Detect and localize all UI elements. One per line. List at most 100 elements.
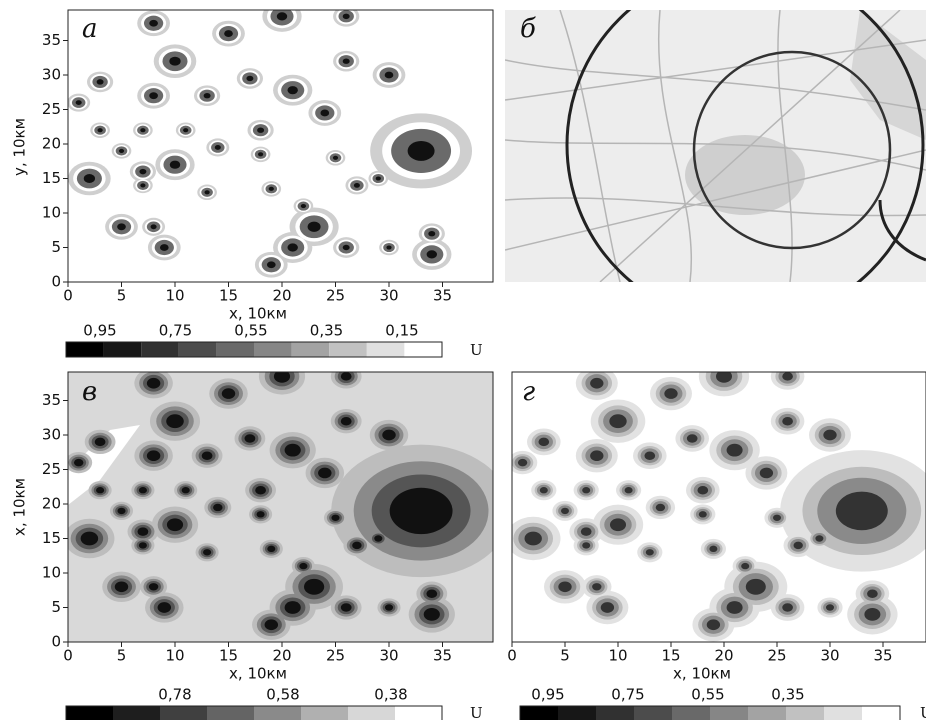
x-tick-label: 15 bbox=[661, 647, 680, 665]
x-tick-label: 15 bbox=[219, 647, 238, 665]
contour bbox=[139, 487, 147, 493]
contour bbox=[426, 589, 437, 598]
y-tick-label: 15 bbox=[42, 169, 61, 187]
x-tick-label: 20 bbox=[272, 647, 291, 665]
colorbar-cell bbox=[824, 706, 862, 720]
x-axis-label: x, 10км bbox=[229, 665, 287, 683]
contour bbox=[709, 546, 717, 552]
contour bbox=[138, 527, 149, 536]
x-axis-label: x, 10км bbox=[229, 305, 287, 323]
colorbar-label: 0,35 bbox=[771, 686, 804, 704]
contour bbox=[215, 145, 221, 150]
colorbar-cell bbox=[329, 342, 367, 357]
colorbar-cell bbox=[596, 706, 634, 720]
y-tick-label: 25 bbox=[42, 460, 61, 478]
x-tick-label: 0 bbox=[507, 647, 517, 665]
colorbar-cell bbox=[216, 342, 254, 357]
contour bbox=[794, 542, 803, 549]
contour bbox=[95, 438, 106, 447]
contour bbox=[427, 250, 437, 258]
contour bbox=[354, 183, 360, 188]
contour bbox=[582, 487, 590, 493]
contour bbox=[664, 388, 677, 399]
x-tick-label: 20 bbox=[272, 287, 291, 305]
contour bbox=[158, 602, 171, 613]
panel-label: б bbox=[520, 14, 536, 44]
colorbar-label: 0,78 bbox=[158, 686, 191, 704]
contour bbox=[581, 527, 592, 536]
y-tick-label: 0 bbox=[51, 273, 61, 291]
colorbar-label: 0,75 bbox=[159, 322, 192, 340]
contour bbox=[746, 579, 766, 595]
colorbar-cell bbox=[520, 706, 558, 720]
colorbar-cell bbox=[395, 706, 442, 720]
y-tick-label: 15 bbox=[42, 529, 61, 547]
contour bbox=[625, 487, 633, 493]
x-tick-label: 25 bbox=[326, 287, 345, 305]
contour bbox=[139, 542, 147, 548]
contour bbox=[782, 372, 793, 381]
x-tick-label: 30 bbox=[379, 647, 398, 665]
colorbar-cell bbox=[786, 706, 824, 720]
contour bbox=[815, 535, 823, 541]
contour bbox=[582, 542, 590, 548]
contour bbox=[646, 549, 654, 555]
colorbar-cell bbox=[104, 342, 142, 357]
contour bbox=[826, 604, 834, 610]
contour bbox=[823, 430, 836, 441]
contour bbox=[257, 511, 265, 517]
contour bbox=[385, 604, 393, 610]
contour bbox=[147, 450, 160, 461]
contour bbox=[864, 608, 880, 621]
x-tick-label: 5 bbox=[117, 647, 127, 665]
contour bbox=[140, 128, 145, 132]
contour bbox=[119, 149, 124, 153]
contour bbox=[246, 76, 253, 81]
contour bbox=[341, 417, 352, 426]
contour bbox=[308, 222, 321, 232]
colorbar-label: 0,95 bbox=[531, 686, 564, 704]
contour bbox=[782, 417, 793, 426]
y-tick-label: 10 bbox=[42, 204, 61, 222]
x-tick-label: 10 bbox=[608, 647, 627, 665]
contour bbox=[590, 450, 603, 461]
colorbar-unit: U bbox=[470, 704, 483, 720]
y-tick-label: 5 bbox=[51, 238, 61, 256]
x-tick-label: 30 bbox=[379, 287, 398, 305]
colorbar-cell bbox=[141, 342, 179, 357]
contour bbox=[318, 468, 331, 479]
contour bbox=[96, 487, 104, 493]
colorbar-cell bbox=[558, 706, 596, 720]
colorbar-cell bbox=[634, 706, 672, 720]
contour bbox=[320, 110, 329, 117]
contour bbox=[224, 30, 233, 37]
contour-plot bbox=[67, 1, 493, 282]
contour bbox=[382, 430, 395, 441]
colorbar-cell bbox=[179, 342, 217, 357]
contour bbox=[203, 549, 211, 555]
contour bbox=[374, 535, 382, 541]
contour-plot bbox=[64, 358, 511, 642]
contour bbox=[644, 451, 655, 460]
contour bbox=[97, 128, 102, 132]
contour bbox=[558, 581, 571, 592]
x-tick-label: 10 bbox=[165, 647, 184, 665]
contour bbox=[699, 511, 707, 517]
colorbar-label: 0,35 bbox=[310, 322, 343, 340]
contour bbox=[277, 12, 287, 20]
contour bbox=[160, 244, 169, 251]
colorbar-cell bbox=[113, 706, 160, 720]
figure: а б в г 0510152025303505101520253035x, 1… bbox=[0, 0, 926, 720]
panel-label: г bbox=[522, 377, 535, 407]
contour bbox=[299, 563, 307, 569]
contour bbox=[343, 14, 350, 19]
contour bbox=[385, 72, 394, 79]
contour bbox=[741, 563, 749, 569]
y-tick-label: 25 bbox=[42, 100, 61, 118]
x-tick-label: 25 bbox=[326, 647, 345, 665]
map bbox=[505, 0, 926, 323]
contour bbox=[301, 204, 306, 208]
contour bbox=[257, 127, 264, 132]
contour bbox=[707, 619, 720, 630]
colorbar-cell bbox=[404, 342, 442, 357]
